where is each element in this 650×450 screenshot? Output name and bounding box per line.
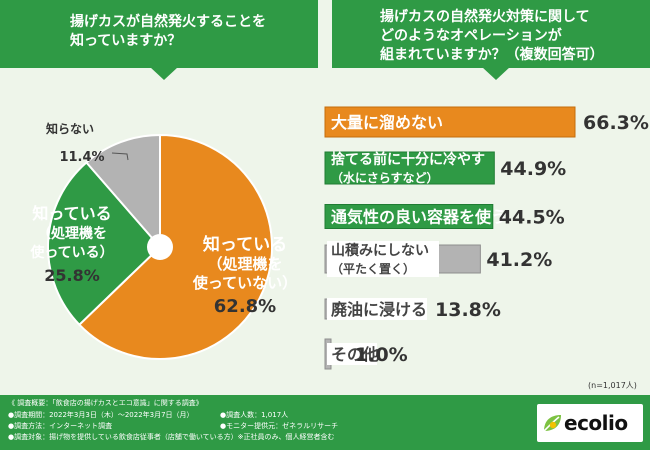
- logo-word: ecolio: [564, 411, 628, 435]
- footer-respondents: ●調査人数：1,017人: [220, 411, 289, 419]
- footer-overview: 《 調査概要：「飲食店の揚げカスとエコ意識」に関する調査》: [8, 399, 203, 407]
- bar-percent-1: 66.3%: [583, 112, 649, 134]
- footer-target: ●調査対象：揚げ物を提供している飲食店従事者（店舗で働いている方）※正社員のみ、…: [8, 433, 335, 441]
- bar-percent-3: 44.5%: [499, 207, 565, 229]
- footer-period: ●調査期間：2022年3月3日（木）〜2022年3月7日（月）: [8, 411, 194, 419]
- bar-percent-5: 13.8%: [435, 299, 501, 321]
- bar-1: [324, 106, 576, 138]
- bar-5-label-box: [327, 298, 427, 320]
- bar-6-label-line-1: その他: [331, 345, 379, 364]
- bar-4-label-line-2: （平たく置く）: [331, 261, 415, 276]
- pie-percent-2: 25.8%: [44, 266, 100, 285]
- bar-3: [324, 204, 494, 229]
- question-1-pointer: [150, 67, 178, 80]
- question-2-header: 揚げカスの自然発火対策に関して どのようなオペレーションが 組まれていますか？（…: [332, 0, 650, 80]
- leaf-icon: [543, 415, 561, 432]
- pie-label-2-line-2: （処理機を: [37, 225, 107, 242]
- pie-slice-2: [47, 161, 162, 327]
- question-2-pointer: [482, 67, 510, 80]
- bar-percent-2: 44.9%: [500, 158, 566, 180]
- footer-provider: ●モニター提供元：ゼネラルリサーチ: [220, 422, 339, 430]
- pie-label-2-line-1: 知っている: [32, 204, 111, 223]
- pie-percent-1: 62.8%: [214, 296, 276, 317]
- sample-size-note: (n=1,017人): [588, 381, 637, 390]
- question-1-text: 揚げカスが自然発火することを 知っていますか？: [70, 14, 266, 49]
- bar-4-label-line-1: 山積みにしない: [331, 242, 429, 259]
- pie-label-3: 知らない: [45, 121, 94, 136]
- pie-leader-line-3: [111, 152, 129, 161]
- bar-4-label-box: [327, 241, 439, 277]
- pie-label-2-line-3: 使っている）: [29, 244, 113, 261]
- ecolio-logo: ecolio: [537, 404, 643, 442]
- bar-5-label-line-1: 廃油に浸ける: [331, 300, 427, 319]
- bar-2-label-line-2: （水にさらすなど）: [331, 170, 439, 185]
- bar-percent-6: 1.0%: [355, 344, 408, 366]
- pie-slice-3: [85, 133, 161, 250]
- pie-center-hole: [147, 234, 173, 260]
- bar-1-label-line-1: 大量に溜めない: [331, 113, 443, 132]
- bar-3-label-line-1: 通気性の良い容器を使う: [331, 207, 507, 226]
- pie-slice-1: [77, 133, 273, 360]
- footer-method: ●調査方法：インターネット調査: [8, 422, 113, 430]
- bar-2: [324, 151, 495, 185]
- pie-label-1-line-3: 使っていない）: [192, 274, 297, 292]
- pie-label-1-line-1: 知っている: [202, 234, 287, 255]
- pie-label-1-line-2: （処理機を: [207, 255, 282, 273]
- pie-percent-3: 11.4%: [59, 150, 104, 165]
- question-2-text: 揚げカスの自然発火対策に関して どのようなオペレーションが 組まれていますか？（…: [380, 9, 604, 63]
- bar-percent-4: 41.2%: [486, 249, 552, 271]
- bar-6-label-box: [327, 343, 377, 365]
- question-1-header: 揚げカスが自然発火することを 知っていますか？: [0, 0, 318, 80]
- bar-2-label-line-1: 捨てる前に十分に冷やす: [331, 151, 485, 168]
